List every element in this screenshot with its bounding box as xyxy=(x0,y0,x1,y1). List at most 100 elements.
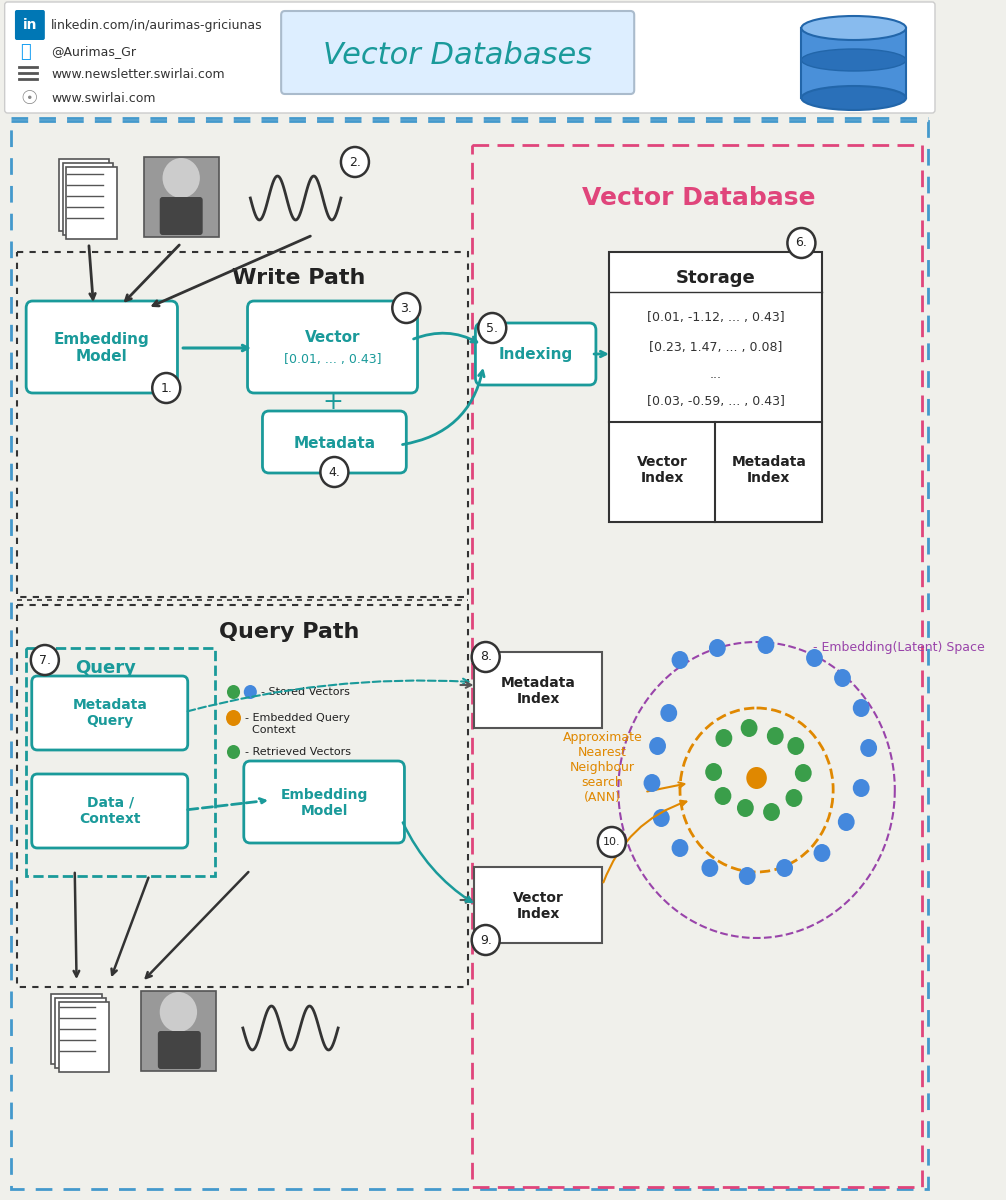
Circle shape xyxy=(806,649,823,667)
Text: +: + xyxy=(322,390,343,414)
Circle shape xyxy=(853,698,869,716)
FancyBboxPatch shape xyxy=(263,410,406,473)
Circle shape xyxy=(777,859,793,877)
Circle shape xyxy=(227,745,240,758)
Circle shape xyxy=(860,739,877,757)
Circle shape xyxy=(795,764,812,782)
Circle shape xyxy=(746,767,767,790)
Text: Indexing: Indexing xyxy=(499,347,573,361)
Circle shape xyxy=(478,313,506,343)
Text: [0.01, ... , 0.43]: [0.01, ... , 0.43] xyxy=(284,354,381,366)
FancyBboxPatch shape xyxy=(158,1031,201,1069)
Text: 8.: 8. xyxy=(480,650,492,664)
Text: - Retrieved Vectors: - Retrieved Vectors xyxy=(244,746,351,757)
Circle shape xyxy=(243,685,257,698)
FancyBboxPatch shape xyxy=(26,301,177,392)
FancyBboxPatch shape xyxy=(62,163,113,235)
FancyBboxPatch shape xyxy=(58,158,110,230)
Circle shape xyxy=(653,809,670,827)
Text: www.swirlai.com: www.swirlai.com xyxy=(51,91,156,104)
Circle shape xyxy=(163,158,200,198)
FancyBboxPatch shape xyxy=(32,774,188,848)
Text: www.newsletter.swirlai.com: www.newsletter.swirlai.com xyxy=(51,68,225,82)
Text: 7.: 7. xyxy=(39,654,51,666)
Text: in: in xyxy=(23,18,37,32)
Circle shape xyxy=(672,839,688,857)
Ellipse shape xyxy=(802,49,906,71)
Circle shape xyxy=(758,636,775,654)
Circle shape xyxy=(764,803,780,821)
Text: Vector Database: Vector Database xyxy=(581,186,816,210)
Text: - Embedding(Latent) Space: - Embedding(Latent) Space xyxy=(813,642,984,654)
Text: Storage: Storage xyxy=(676,269,756,287)
Text: Query Path: Query Path xyxy=(219,622,360,642)
FancyBboxPatch shape xyxy=(66,167,117,239)
Text: Query: Query xyxy=(74,659,136,677)
Circle shape xyxy=(226,710,241,726)
Text: Metadata
Query: Metadata Query xyxy=(72,698,148,728)
FancyBboxPatch shape xyxy=(58,1002,110,1072)
FancyBboxPatch shape xyxy=(247,301,417,392)
Text: Vector: Vector xyxy=(305,330,360,346)
Text: Metadata
Index: Metadata Index xyxy=(501,676,575,706)
Circle shape xyxy=(392,293,421,323)
Circle shape xyxy=(737,799,753,817)
Circle shape xyxy=(320,457,348,487)
Circle shape xyxy=(738,866,756,886)
Text: 4.: 4. xyxy=(328,466,340,479)
Text: Metadata
Index: Metadata Index xyxy=(731,455,806,485)
Circle shape xyxy=(160,992,197,1032)
Text: 1.: 1. xyxy=(160,382,172,395)
Text: Context: Context xyxy=(244,725,296,734)
FancyBboxPatch shape xyxy=(609,252,822,522)
Circle shape xyxy=(472,642,500,672)
Circle shape xyxy=(714,787,731,805)
Text: 9.: 9. xyxy=(480,934,492,947)
FancyBboxPatch shape xyxy=(5,2,935,113)
Text: Metadata: Metadata xyxy=(294,436,375,450)
Text: Embedding
Model: Embedding Model xyxy=(281,788,368,818)
Text: 3.: 3. xyxy=(400,301,412,314)
FancyBboxPatch shape xyxy=(474,866,603,943)
Ellipse shape xyxy=(802,16,906,40)
Circle shape xyxy=(786,790,803,806)
Circle shape xyxy=(341,146,369,176)
FancyBboxPatch shape xyxy=(243,761,404,842)
Text: 6.: 6. xyxy=(796,236,808,250)
Circle shape xyxy=(705,763,722,781)
Text: Vector
Index: Vector Index xyxy=(513,890,563,922)
Text: 🐦: 🐦 xyxy=(20,43,31,61)
FancyBboxPatch shape xyxy=(802,28,906,98)
Circle shape xyxy=(853,779,869,797)
FancyBboxPatch shape xyxy=(55,998,106,1068)
Circle shape xyxy=(788,737,804,755)
FancyBboxPatch shape xyxy=(474,652,603,728)
Text: ☉: ☉ xyxy=(20,89,38,108)
Circle shape xyxy=(701,859,718,877)
Ellipse shape xyxy=(802,86,906,110)
Text: ...: ... xyxy=(709,368,721,382)
Circle shape xyxy=(767,727,784,745)
FancyBboxPatch shape xyxy=(141,991,215,1070)
Text: [0.01, -1.12, ... , 0.43]: [0.01, -1.12, ... , 0.43] xyxy=(647,312,785,324)
Text: linkedin.com/in/aurimas-griciunas: linkedin.com/in/aurimas-griciunas xyxy=(51,18,263,31)
Circle shape xyxy=(598,827,626,857)
FancyBboxPatch shape xyxy=(160,197,202,235)
Circle shape xyxy=(788,228,816,258)
Text: [0.23, 1.47, ... , 0.08]: [0.23, 1.47, ... , 0.08] xyxy=(649,342,783,354)
Circle shape xyxy=(227,685,240,698)
Circle shape xyxy=(814,844,830,862)
FancyBboxPatch shape xyxy=(281,11,634,94)
Circle shape xyxy=(740,719,758,737)
Circle shape xyxy=(709,638,725,658)
Circle shape xyxy=(715,728,732,746)
Text: [0.03, -0.59, ... , 0.43]: [0.03, -0.59, ... , 0.43] xyxy=(647,396,785,408)
FancyBboxPatch shape xyxy=(144,157,218,236)
Text: Write Path: Write Path xyxy=(232,268,365,288)
Text: Data /
Context: Data / Context xyxy=(79,796,141,826)
Circle shape xyxy=(660,704,677,722)
Text: - Stored Vectors: - Stored Vectors xyxy=(261,686,349,697)
Circle shape xyxy=(649,737,666,755)
Text: Embedding
Model: Embedding Model xyxy=(54,331,150,365)
Text: - Embedded Query: - Embedded Query xyxy=(244,713,350,722)
